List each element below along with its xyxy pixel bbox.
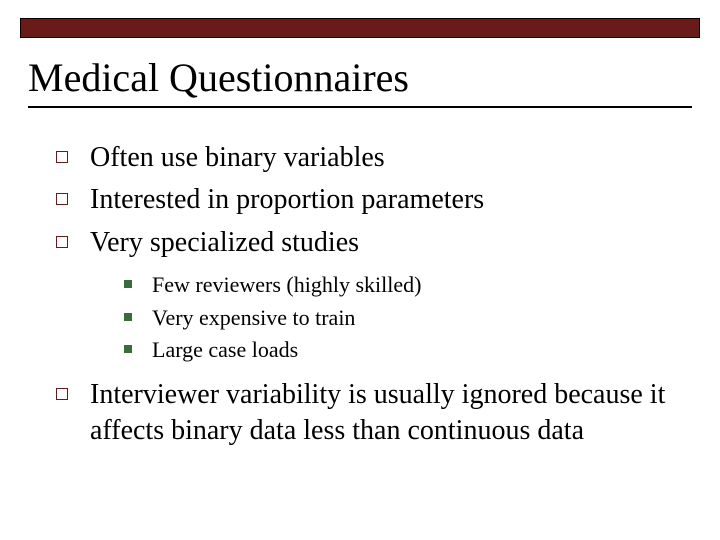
list-item-text: Few reviewers (highly skilled) bbox=[152, 271, 421, 300]
filled-square-icon bbox=[124, 280, 132, 288]
list-item-text: Very expensive to train bbox=[152, 304, 355, 333]
hollow-square-icon bbox=[56, 193, 68, 205]
content-body: Often use binary variables Interested in… bbox=[56, 140, 680, 456]
hollow-square-icon bbox=[56, 236, 68, 248]
slide-title: Medical Questionnaires bbox=[28, 56, 692, 100]
list-item: Very specialized studies bbox=[56, 225, 680, 261]
list-item-text: Interviewer variability is usually ignor… bbox=[90, 377, 680, 450]
slide: Medical Questionnaires Often use binary … bbox=[0, 0, 720, 540]
list-item: Often use binary variables bbox=[56, 140, 680, 176]
filled-square-icon bbox=[124, 345, 132, 353]
list-item: Few reviewers (highly skilled) bbox=[124, 271, 680, 300]
title-area: Medical Questionnaires bbox=[28, 56, 692, 108]
accent-bar bbox=[20, 18, 700, 38]
filled-square-icon bbox=[124, 313, 132, 321]
hollow-square-icon bbox=[56, 151, 68, 163]
list-item-text: Large case loads bbox=[152, 336, 298, 365]
hollow-square-icon bbox=[56, 388, 68, 400]
list-item-text: Often use binary variables bbox=[90, 140, 385, 176]
list-item: Interested in proportion parameters bbox=[56, 182, 680, 218]
title-underline bbox=[28, 106, 692, 108]
list-item-text: Very specialized studies bbox=[90, 225, 359, 261]
list-item-text: Interested in proportion parameters bbox=[90, 182, 484, 218]
list-item: Interviewer variability is usually ignor… bbox=[56, 377, 680, 450]
sub-list: Few reviewers (highly skilled) Very expe… bbox=[124, 271, 680, 365]
list-item: Large case loads bbox=[124, 336, 680, 365]
list-item: Very expensive to train bbox=[124, 304, 680, 333]
